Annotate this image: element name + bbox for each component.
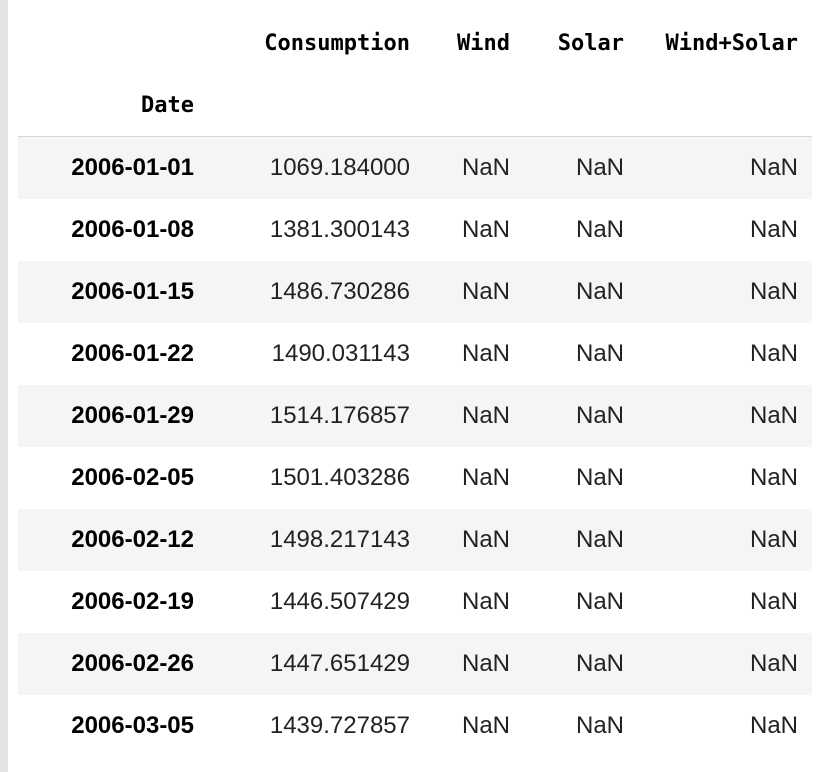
cell-solar: NaN (575, 464, 624, 491)
cell-wind: NaN (461, 278, 510, 305)
cell-solar: NaN (575, 650, 624, 677)
notebook-cell-gutter (0, 0, 8, 772)
row-index-date: 2006-01-08 (71, 216, 194, 243)
column-header-wind-solar: Wind+Solar (665, 30, 798, 56)
cell-wind: NaN (461, 216, 510, 243)
index-name-filler (524, 74, 638, 137)
table-row: 2006-01-22 1490.031143 NaN NaN NaN (18, 323, 812, 385)
dataframe-table: Consumption Wind Solar Wind+Solar Date 2… (18, 12, 812, 757)
cell-solar: NaN (575, 154, 624, 181)
index-name-row: Date (18, 74, 812, 137)
cell-consumption: 1501.403286 (269, 464, 410, 491)
table-row: 2006-01-01 1069.184000 NaN NaN NaN (18, 136, 812, 199)
cell-solar: NaN (575, 278, 624, 305)
index-name-header: Date (18, 74, 208, 137)
cell-wind: NaN (461, 650, 510, 677)
row-index-date: 2006-02-05 (71, 464, 194, 491)
row-index-date: 2006-01-29 (71, 402, 194, 429)
cell-wind-solar: NaN (749, 340, 798, 367)
cell-wind-solar: NaN (749, 588, 798, 615)
cell-wind-solar: NaN (749, 278, 798, 305)
cell-consumption: 1439.727857 (269, 712, 410, 739)
table-body: 2006-01-01 1069.184000 NaN NaN NaN 2006-01-08… (18, 136, 812, 757)
row-index-date: 2006-01-22 (71, 340, 194, 367)
cell-consumption: 1381.300143 (269, 216, 410, 243)
cell-wind: NaN (461, 340, 510, 367)
index-name-filler (424, 74, 524, 137)
row-index-date: 2006-01-15 (71, 278, 194, 305)
column-header-wind: Wind (457, 30, 510, 56)
cell-solar: NaN (575, 712, 624, 739)
table-header: Consumption Wind Solar Wind+Solar Date (18, 12, 812, 137)
cell-wind: NaN (461, 402, 510, 429)
cell-consumption: 1447.651429 (269, 650, 410, 677)
table-row: 2006-02-19 1446.507429 NaN NaN NaN (18, 571, 812, 633)
table-row: 2006-01-29 1514.176857 NaN NaN NaN (18, 385, 812, 447)
row-index-date: 2006-03-05 (71, 712, 194, 739)
cell-wind-solar: NaN (749, 216, 798, 243)
cell-wind: NaN (461, 526, 510, 553)
row-index-date: 2006-01-01 (71, 154, 194, 181)
cell-wind: NaN (461, 712, 510, 739)
cell-consumption: 1069.184000 (269, 154, 410, 181)
table-row: 2006-02-05 1501.403286 NaN NaN NaN (18, 447, 812, 509)
cell-solar: NaN (575, 216, 624, 243)
cell-wind: NaN (461, 154, 510, 181)
cell-wind-solar: NaN (749, 402, 798, 429)
table-row: 2006-03-05 1439.727857 NaN NaN NaN (18, 695, 812, 757)
cell-wind-solar: NaN (749, 712, 798, 739)
cell-solar: NaN (575, 526, 624, 553)
table-row: 2006-02-26 1447.651429 NaN NaN NaN (18, 633, 812, 695)
row-index-date: 2006-02-26 (71, 650, 194, 677)
cell-wind-solar: NaN (749, 526, 798, 553)
cell-wind-solar: NaN (749, 650, 798, 677)
cell-wind: NaN (461, 464, 510, 491)
column-header-solar: Solar (557, 30, 624, 56)
cell-consumption: 1514.176857 (269, 402, 410, 429)
row-index-date: 2006-02-19 (71, 588, 194, 615)
table-row: 2006-01-08 1381.300143 NaN NaN NaN (18, 199, 812, 261)
row-index-date: 2006-02-12 (71, 526, 194, 553)
cell-wind-solar: NaN (749, 154, 798, 181)
cell-solar: NaN (575, 340, 624, 367)
cell-consumption: 1486.730286 (269, 278, 410, 305)
column-header-row: Consumption Wind Solar Wind+Solar (18, 12, 812, 74)
table-row: 2006-01-15 1486.730286 NaN NaN NaN (18, 261, 812, 323)
cell-solar: NaN (575, 402, 624, 429)
cell-solar: NaN (575, 588, 624, 615)
cell-wind-solar: NaN (749, 464, 798, 491)
index-name-filler (208, 74, 424, 137)
index-corner-cell (18, 12, 208, 74)
table-row: 2006-02-12 1498.217143 NaN NaN NaN (18, 509, 812, 571)
cell-consumption: 1490.031143 (271, 340, 410, 367)
cell-consumption: 1446.507429 (269, 588, 410, 615)
column-header-consumption: Consumption (264, 30, 410, 56)
cell-wind: NaN (461, 588, 510, 615)
cell-consumption: 1498.217143 (269, 526, 410, 553)
index-name-filler (638, 74, 812, 137)
